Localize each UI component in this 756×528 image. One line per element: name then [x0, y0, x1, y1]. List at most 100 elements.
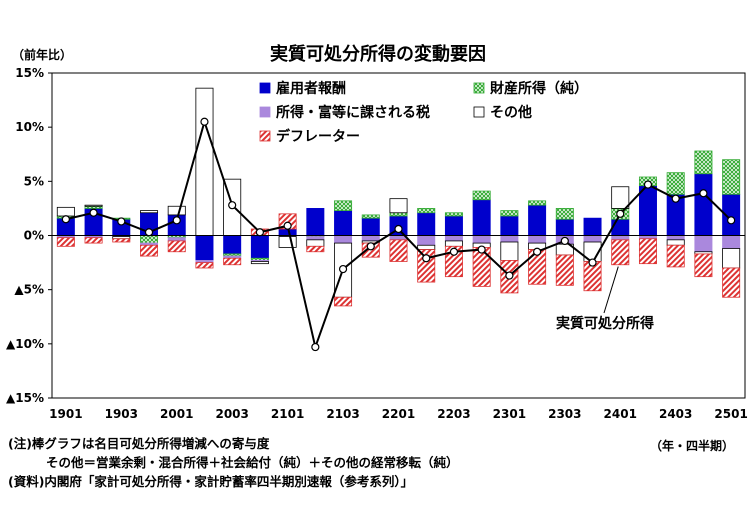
line-point — [477, 245, 486, 254]
x-tick-label: 2403 — [659, 407, 692, 421]
bar-segment — [306, 239, 325, 247]
bar-segment — [56, 206, 75, 217]
bar-segment — [694, 150, 713, 175]
line-point — [366, 242, 375, 251]
bar-segment — [361, 235, 380, 242]
y-tick-label: 15% — [15, 66, 44, 80]
note-line-2: その他＝営業余剰・混合所得＋社会給付（純）＋その他の経常移転（純） — [46, 455, 459, 470]
bar-segment — [638, 238, 657, 265]
line-point — [200, 117, 209, 126]
y-tick-label: 5% — [24, 174, 44, 188]
line-point — [727, 216, 736, 225]
bar-segment — [666, 235, 685, 241]
x-tick-label: 2401 — [604, 407, 637, 421]
x-tick-label: 2303 — [548, 407, 581, 421]
bar-segment — [611, 218, 630, 236]
legend-entry: その他 — [490, 104, 532, 121]
bar-segment — [223, 257, 242, 266]
bar-segment — [444, 215, 463, 236]
bar-segment — [611, 235, 630, 241]
bar-segment — [500, 215, 519, 236]
bar-segment — [444, 235, 463, 242]
bar-segment — [167, 240, 186, 253]
line-point — [394, 224, 403, 234]
notes: (注)棒グラフは名目可処分所得増減への寄与度 その他＝営業余剰・混合所得＋社会給… — [8, 434, 459, 491]
y-tick-label: ▲10% — [6, 337, 44, 351]
line-point — [61, 215, 70, 224]
bar-segment — [56, 237, 75, 247]
legend-entry: デフレーター — [276, 128, 360, 145]
x-tick-label: 1903 — [105, 407, 138, 421]
bar-segment — [306, 236, 325, 241]
line-point — [172, 216, 181, 225]
x-tick-label: 2501 — [714, 407, 747, 421]
x-tick-label: 2001 — [160, 407, 193, 421]
line-point — [144, 228, 154, 237]
bar-segment — [666, 172, 685, 195]
y-tick-label: ▲15% — [6, 391, 44, 405]
bar-segment — [195, 87, 214, 236]
line-point — [643, 180, 653, 189]
line-point — [338, 264, 348, 274]
source-line: (資料)内閣府「家計可処分所得・家計貯蓄率四半期別速報（参考系列）」 — [8, 474, 414, 489]
bar-segment — [472, 199, 491, 236]
bar-segment — [500, 210, 519, 217]
annotation: 実質可処分所得 — [556, 266, 654, 332]
bar-segment — [140, 244, 159, 257]
line-point — [671, 194, 680, 203]
bar-segment — [250, 235, 269, 259]
line-point — [228, 201, 237, 210]
bar-segment — [583, 235, 602, 243]
bar-segment — [528, 235, 547, 244]
chart-title: 実質可処分所得の変動要因 — [270, 44, 486, 65]
bar-segment — [666, 239, 685, 246]
bar-segment — [722, 159, 741, 195]
bar-segment — [555, 208, 574, 220]
bar-segment — [84, 204, 103, 207]
bar-segment — [306, 208, 325, 236]
bar-segment — [722, 248, 741, 269]
x-tick-label: 2103 — [326, 407, 359, 421]
y-tick-label: 0% — [24, 229, 44, 243]
line-point — [616, 209, 625, 218]
bar-segment — [694, 173, 713, 236]
line-point — [505, 271, 514, 280]
legend-entry: 財産所得（純） — [489, 80, 588, 97]
bar-segment — [223, 235, 242, 255]
y-tick-label: 10% — [15, 120, 44, 134]
bar-segment — [528, 200, 547, 206]
bar-segment — [611, 239, 630, 266]
note-line-1: (注)棒グラフは名目可処分所得増減への寄与度 — [8, 436, 270, 451]
legend-swatch — [473, 106, 485, 118]
bar-segment — [361, 217, 380, 236]
bar-segment — [334, 235, 353, 244]
bar-segment — [195, 235, 214, 261]
bar-segment — [555, 218, 574, 236]
bar-segment — [500, 235, 519, 243]
bar-segment — [389, 198, 408, 214]
x-axis-unit-label: （年・四半期） — [649, 439, 734, 453]
line-point — [588, 258, 597, 267]
legend-entry: 雇用者報酬 — [276, 80, 346, 97]
bar-segment — [361, 214, 380, 219]
x-tick-label: 1901 — [49, 407, 82, 421]
bar-segment — [472, 190, 491, 201]
bar-segment — [167, 205, 186, 216]
bar-segment — [722, 235, 741, 249]
bar-segment — [417, 208, 436, 214]
bar-segment — [528, 204, 547, 236]
y-axis-unit-label: （前年比） — [12, 48, 73, 62]
line-point — [255, 228, 264, 237]
bar-segment — [389, 212, 408, 217]
legend-entry: 所得・富等に課される税 — [276, 104, 430, 121]
bar-segment — [417, 212, 436, 236]
annotation-leader-line — [603, 266, 619, 314]
legend-swatch — [259, 82, 271, 94]
bar-segment — [694, 235, 713, 253]
annotation-text: 実質可処分所得 — [556, 315, 654, 332]
bar-segment — [472, 235, 491, 244]
line-point — [89, 208, 98, 217]
bar-segment — [306, 245, 325, 253]
bar-segment — [250, 261, 269, 265]
